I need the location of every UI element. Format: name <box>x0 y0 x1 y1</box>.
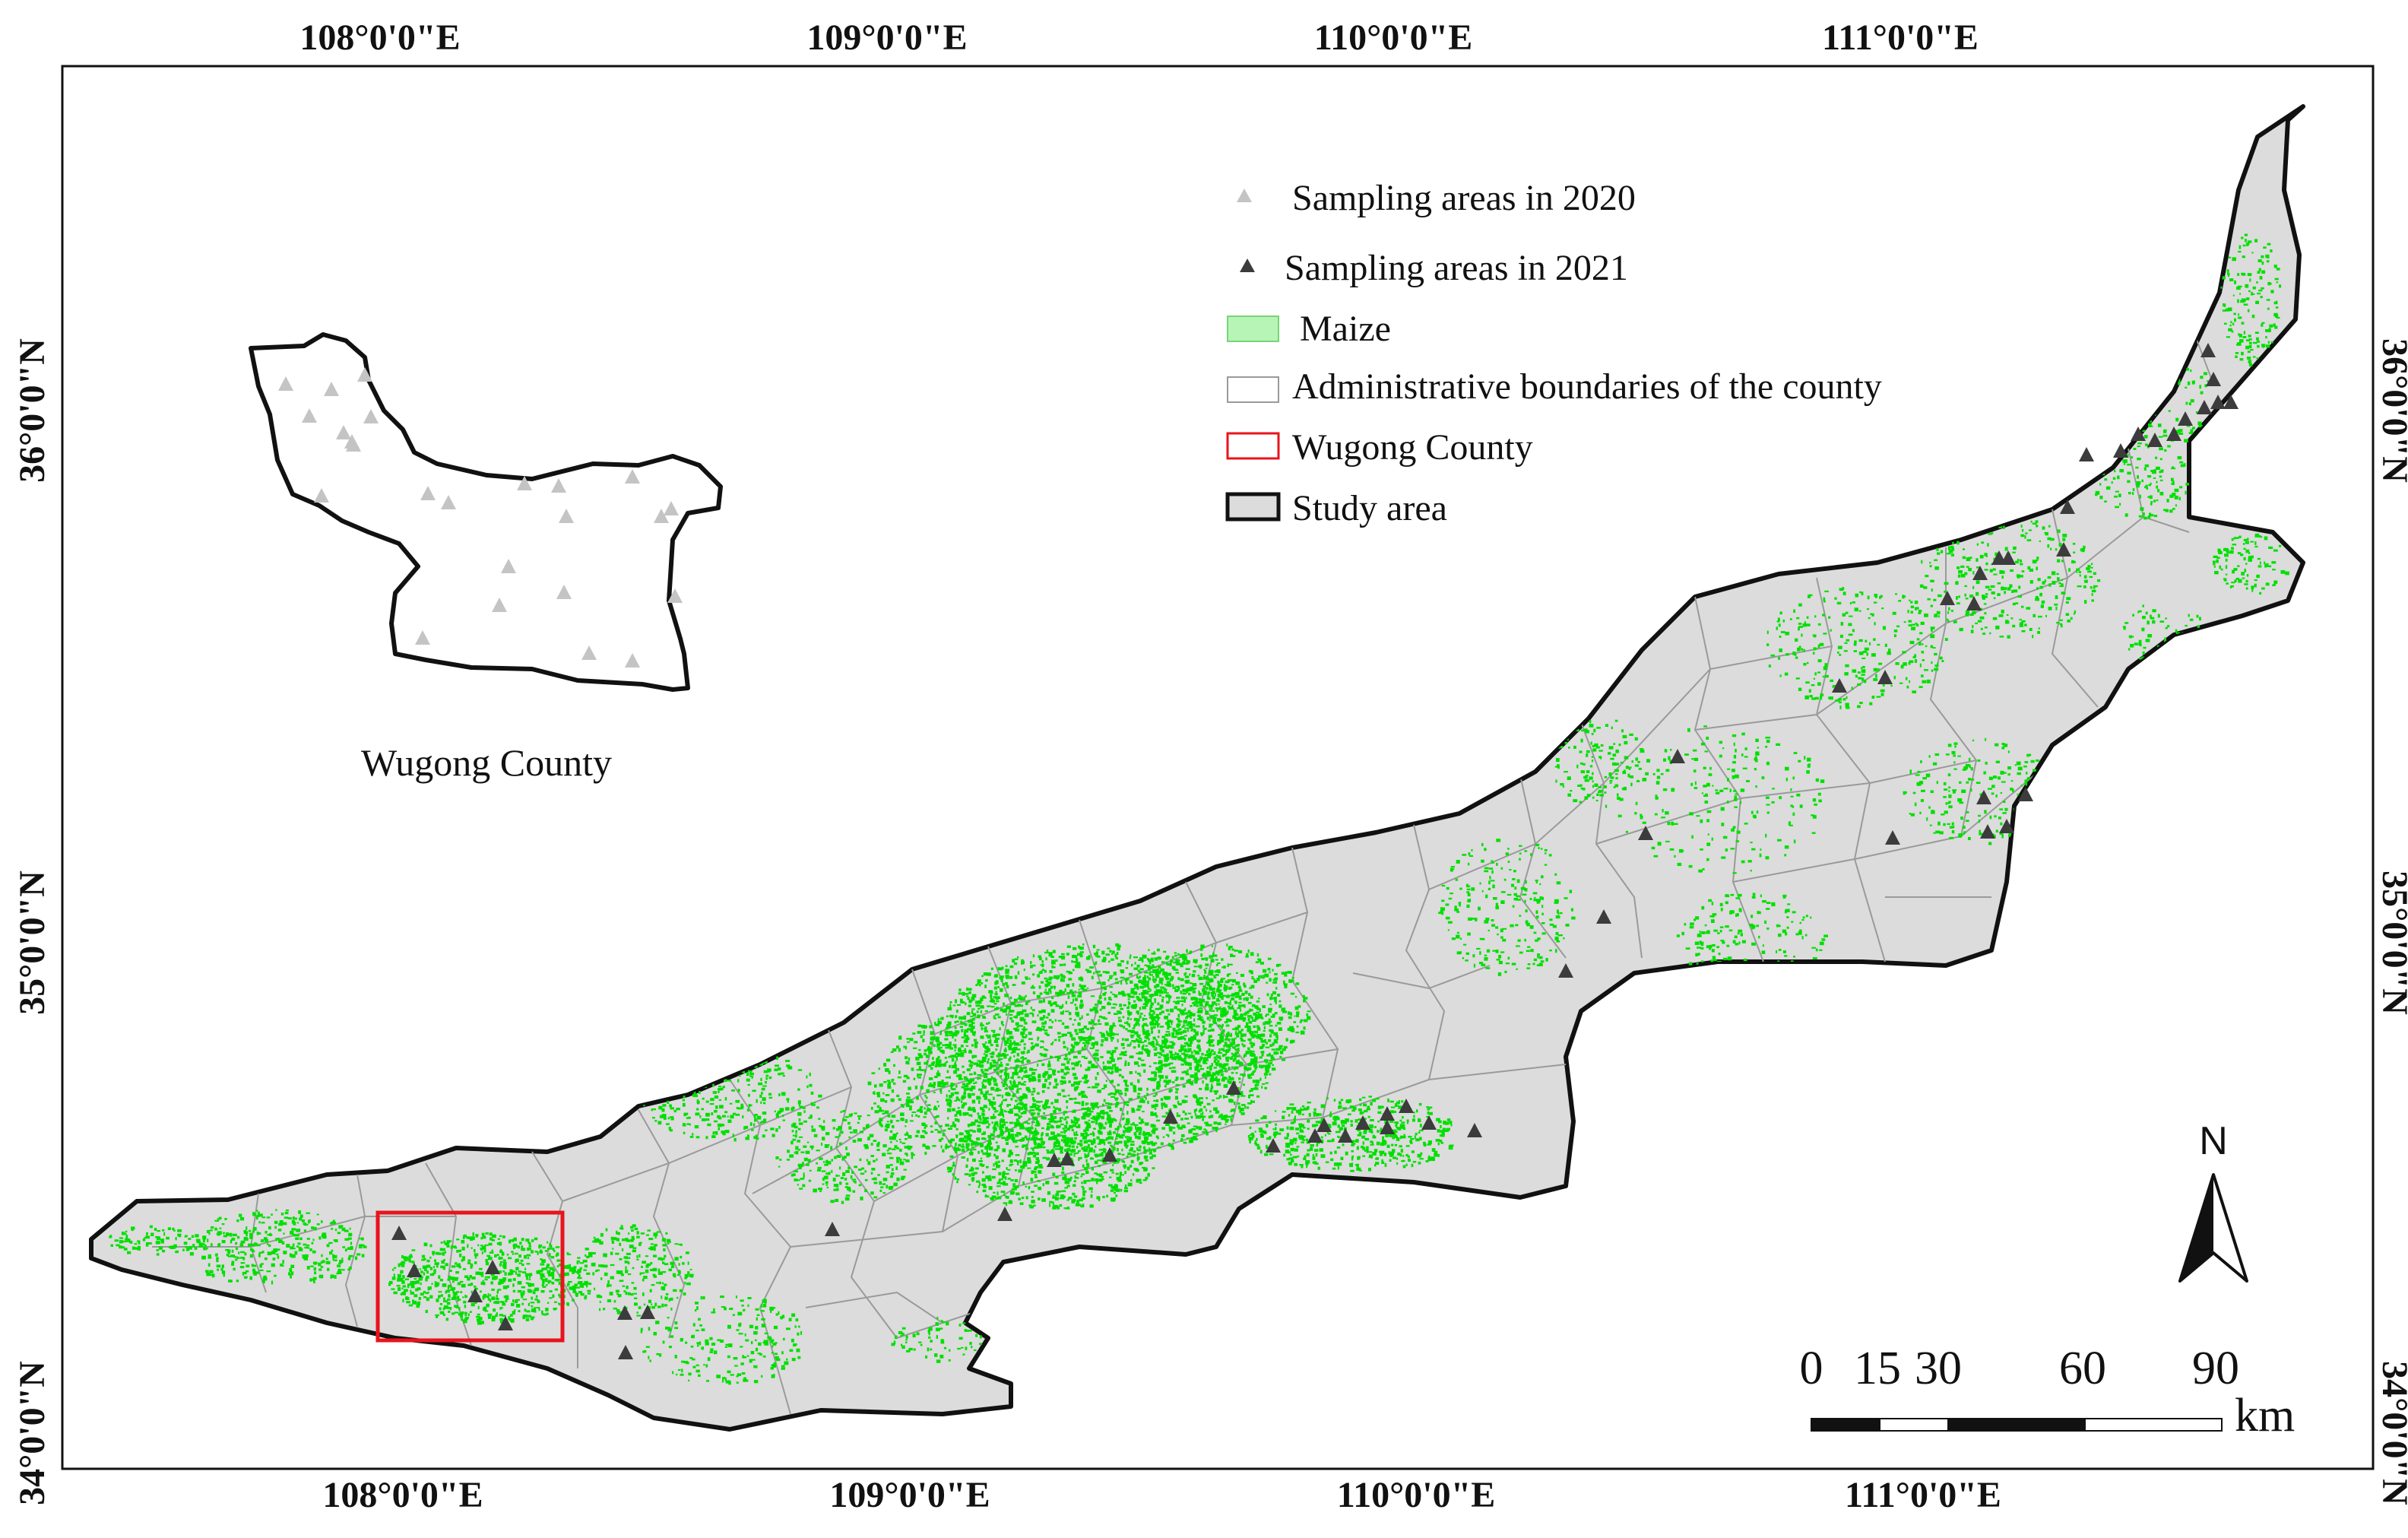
right-tick-34: 34°0'0"N <box>2375 1361 2408 1505</box>
legend-admin-swatch <box>1227 376 1279 403</box>
legend: Sampling areas in 2020 Sampling areas in… <box>1225 178 1882 528</box>
bottom-tick-110: 110°0'0"E <box>1337 1475 1496 1515</box>
inset-title: Wugong County <box>361 741 612 784</box>
bottom-tick-109: 109°0'0"E <box>829 1475 990 1515</box>
left-tick-36: 36°0'0"N <box>12 338 52 483</box>
left-tick-34: 34°0'0"N <box>12 1361 52 1505</box>
legend-maize-swatch <box>1227 316 1279 342</box>
legend-wugong-label: Wugong County <box>1292 427 1533 468</box>
legend-sample-2020-icon <box>1237 189 1252 202</box>
scale-label-60: 60 <box>2059 1343 2106 1394</box>
top-tick-111: 111°0'0"E <box>1822 17 1979 58</box>
scale-label-30: 30 <box>1915 1343 1962 1394</box>
inset-outline <box>249 332 723 692</box>
right-tick-35: 35°0'0"N <box>2375 870 2408 1015</box>
inset-map: Wugong County <box>249 332 723 784</box>
legend-maize-label: Maize <box>1300 309 1391 349</box>
scale-unit: km <box>2235 1390 2295 1441</box>
legend-wugong-swatch <box>1226 432 1280 460</box>
legend-admin-label: Administrative boundaries of the county <box>1292 366 1882 407</box>
scale-bar-segments <box>1811 1418 2223 1432</box>
left-tick-35: 35°0'0"N <box>12 870 52 1015</box>
sampling-points-2020 <box>278 367 683 668</box>
study-area <box>89 104 2305 1432</box>
map-frame <box>61 65 2375 1470</box>
north-arrow-shade <box>2180 1175 2213 1281</box>
bottom-tick-108: 108°0'0"E <box>322 1475 483 1515</box>
maize-layer <box>109 233 2289 1385</box>
top-tick-109: 109°0'0"E <box>806 17 967 58</box>
legend-study-area-swatch <box>1225 492 1281 522</box>
scale-label-15: 15 <box>1854 1343 1901 1394</box>
wugong-county-box <box>375 1210 565 1343</box>
legend-sample-2021-label: Sampling areas in 2021 <box>1285 248 1628 288</box>
scale-bar: 0 15 30 60 90 km <box>1800 1343 2296 1441</box>
bottom-tick-111: 111°0'0"E <box>1845 1475 2001 1515</box>
sampling-points-2021 <box>391 343 2238 1359</box>
right-tick-36: 36°0'0"N <box>2375 338 2408 483</box>
top-tick-108: 108°0'0"E <box>299 17 460 58</box>
scale-label-0: 0 <box>1800 1343 1823 1394</box>
legend-sample-2020-label: Sampling areas in 2020 <box>1292 178 1636 218</box>
legend-sample-2021-icon <box>1240 258 1255 272</box>
north-arrow: N <box>2178 1119 2248 1283</box>
legend-study-area-label: Study area <box>1292 488 1447 528</box>
scale-label-90: 90 <box>2192 1343 2239 1394</box>
north-arrow-label: N <box>2199 1119 2228 1163</box>
top-tick-110: 110°0'0"E <box>1314 17 1473 58</box>
